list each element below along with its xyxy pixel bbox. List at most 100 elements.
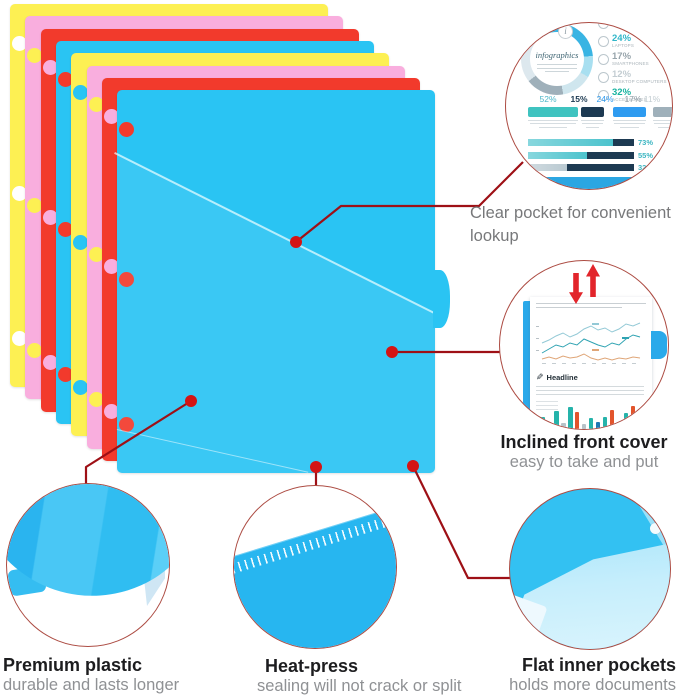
binder-hole-punch (73, 379, 89, 395)
stat-row: 24% LAPTOPS (598, 34, 672, 52)
binder-hole-punch (119, 121, 135, 137)
caption-clear-pocket: Clear pocket for convenient lookup (470, 204, 671, 245)
mini-bar (595, 422, 601, 429)
binder-hole-punch (57, 72, 73, 88)
headline-text: Headline (546, 373, 578, 382)
bar-segment (567, 164, 634, 171)
binder-hole-punch (57, 367, 73, 383)
caption-inclined-cover: Inclined front cover easy to take and pu… (494, 432, 674, 473)
stat-label: DESKTOP COMPUTERS (612, 79, 667, 84)
bar-segment (528, 139, 613, 146)
percent-value: 11% (643, 94, 661, 104)
mini-bar (574, 412, 580, 429)
callout-circle-heat-press (233, 485, 397, 649)
binder-hole-punch (42, 210, 58, 226)
binder-hole-punch (12, 330, 27, 346)
caption-subtitle: sealing will not crack or split (257, 677, 462, 696)
binder-hole-punch (73, 84, 89, 100)
chip (653, 107, 672, 117)
percent-chip (613, 107, 646, 128)
mini-bar (539, 417, 545, 429)
binder-hole-punch (103, 109, 119, 125)
mini-bar (588, 418, 594, 429)
arrow-up-icon (586, 264, 600, 297)
mini-bar (553, 411, 559, 429)
infographic-stats: TABLETS24%LAPTOPS17%SMARTPHONES12%DESKTO… (598, 23, 672, 106)
mini-bar (630, 406, 636, 429)
stat-icon (598, 54, 609, 65)
chip (528, 107, 578, 117)
bar-row: 32% (528, 164, 653, 171)
caption-title: Premium plastic (3, 655, 143, 675)
percent-value: 17% (624, 94, 642, 104)
stat-row: 32% ACCESSORIES (598, 87, 672, 106)
caption-subtitle: holds more documents (509, 676, 676, 695)
callout-circle-premium-plastic (6, 483, 170, 647)
binder-hole-punch (27, 342, 43, 358)
stat-icon (598, 90, 609, 101)
mini-bar (560, 423, 566, 429)
mini-bar (532, 424, 538, 429)
stat-row: TABLETS (598, 23, 672, 34)
stat-label: ACCESSORIES (612, 97, 647, 102)
mini-bar (602, 417, 608, 429)
percent-value: 52% (539, 94, 557, 104)
headline-row: ✎ Headline (536, 372, 578, 382)
percent-value: 15% (570, 94, 588, 104)
bar-segment (613, 139, 634, 146)
clear-pocket-overlay (117, 153, 436, 474)
bar-label: 73% (638, 138, 654, 147)
stat-value: 32% (612, 87, 632, 98)
stat-value: 24% (612, 33, 632, 44)
stat-row: 12% DESKTOP COMPUTERS (598, 70, 672, 88)
placeholder-text-lines (537, 64, 577, 72)
percent-value: 24% (596, 94, 614, 104)
caption-heat-press: Heat-press sealing will not crack or spl… (257, 656, 462, 696)
percent-chip (581, 107, 604, 128)
chip (581, 107, 604, 117)
percent-chip (528, 107, 578, 128)
binder-hole-punch (103, 259, 119, 275)
stat-text: 17% SMARTPHONES (612, 52, 649, 70)
snap-button (650, 523, 661, 534)
caption-subtitle: easy to take and put (509, 453, 659, 472)
mini-bar (526, 421, 531, 429)
text-line (536, 307, 622, 309)
stat-row: 17% SMARTPHONES (598, 52, 672, 70)
donut-chart (521, 23, 593, 95)
mini-bar (609, 410, 615, 429)
infographic-title: infographics (535, 50, 579, 60)
folder-tab-preview (651, 331, 667, 359)
stat-icon (598, 72, 609, 83)
preview-bar-chart (526, 397, 650, 429)
stat-icon (598, 36, 609, 47)
bar-label: 55% (638, 150, 654, 160)
binder-hole-punch (119, 271, 135, 287)
chip (613, 107, 646, 117)
text-line (536, 303, 646, 305)
folder-spine (523, 301, 532, 429)
caption-flat-pockets: Flat inner pockets holds more documents (509, 655, 676, 696)
caption-subtitle: durable and lasts longer (3, 676, 180, 695)
preview-line-chart (536, 322, 641, 364)
infographic-percent-row: 52% 15% 24% 17% 11% (506, 94, 672, 141)
bar-segment (528, 164, 567, 171)
stat-label: SMARTPHONES (612, 61, 649, 66)
bar-row: 73% (528, 139, 653, 146)
sealed-plastic-edge (234, 486, 396, 648)
callout-circle-flat-pockets (509, 488, 671, 650)
pen-icon: ✎ (536, 372, 544, 382)
paragraph-lines (536, 386, 644, 397)
stat-text: 24% LAPTOPS (612, 34, 634, 52)
stat-label: LAPTOPS (612, 43, 635, 48)
binder-hole-punch (73, 234, 89, 250)
percent-chip (653, 107, 672, 128)
mini-bar (567, 407, 573, 429)
list-lines (536, 401, 558, 413)
stat-text: 12% DESKTOP COMPUTERS (612, 70, 667, 88)
binder-hole-punch (12, 35, 27, 51)
binder-hole-punch (42, 355, 58, 371)
folder-tab (433, 270, 451, 329)
bar-label: 32% (638, 163, 654, 172)
